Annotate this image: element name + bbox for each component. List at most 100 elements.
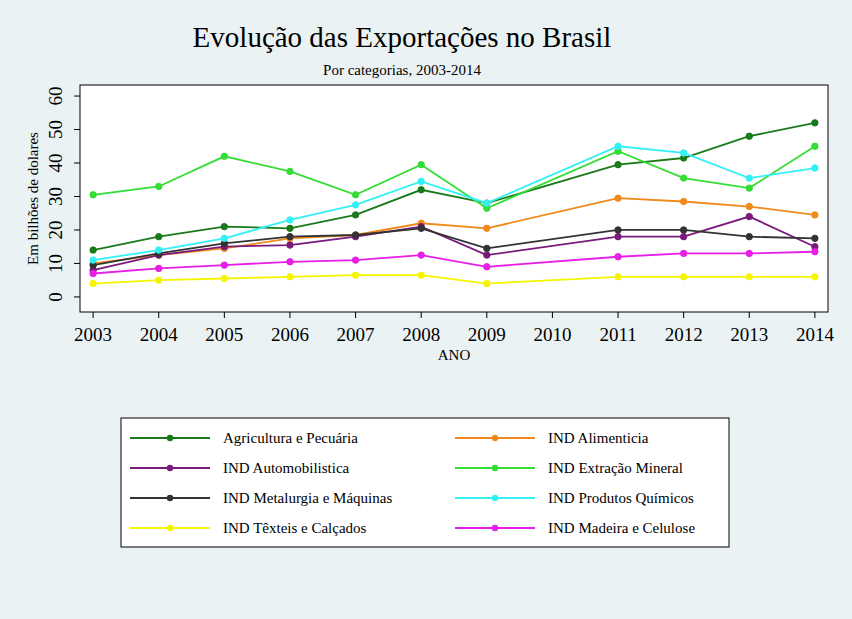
point — [615, 195, 621, 201]
legend — [121, 418, 729, 547]
point — [352, 192, 358, 198]
point — [746, 203, 752, 209]
point — [615, 274, 621, 280]
legend-label: IND Têxteis e Calçados — [223, 520, 367, 536]
point — [352, 257, 358, 263]
x-tick — [421, 312, 422, 318]
point — [484, 200, 490, 206]
x-tick — [355, 312, 356, 318]
x-tick-label: 2010 — [533, 324, 571, 345]
point — [156, 183, 162, 189]
point — [156, 265, 162, 271]
point — [812, 165, 818, 171]
point — [615, 227, 621, 233]
point — [418, 272, 424, 278]
point — [287, 233, 293, 239]
series-line — [93, 228, 815, 265]
x-tick — [289, 312, 290, 318]
legend-label: IND Produtos Químicos — [548, 490, 694, 506]
point — [287, 274, 293, 280]
point — [90, 270, 96, 276]
point — [352, 212, 358, 218]
x-tick-label: 2014 — [796, 324, 835, 345]
marks — [90, 120, 818, 287]
plot-frame — [80, 85, 828, 312]
point — [812, 120, 818, 126]
point — [287, 225, 293, 231]
point — [484, 200, 490, 206]
legend-marker — [167, 525, 173, 531]
point — [90, 280, 96, 286]
y-tick — [74, 296, 80, 297]
x-tick — [158, 312, 159, 318]
point — [746, 185, 752, 191]
legend-marker — [492, 435, 498, 441]
point — [812, 143, 818, 149]
legend-label: IND Extração Mineral — [548, 460, 683, 476]
subtitle: Por categorias, 2003-2014 — [323, 62, 481, 78]
x-tick — [618, 312, 619, 318]
legend-label: IND Madeira e Celulose — [548, 520, 695, 536]
point — [418, 161, 424, 167]
point — [615, 233, 621, 239]
point — [221, 275, 227, 281]
legend-marker — [492, 525, 498, 531]
point — [615, 143, 621, 149]
point — [221, 153, 227, 159]
point — [418, 187, 424, 193]
point — [680, 227, 686, 233]
y-tick-label: 0 — [45, 292, 66, 302]
x-tick-label: 2012 — [665, 324, 703, 345]
point — [746, 274, 752, 280]
y-tick-label: 40 — [45, 154, 66, 173]
point — [484, 280, 490, 286]
x-tick-label: 2011 — [599, 324, 636, 345]
point — [484, 252, 490, 258]
series-line — [93, 217, 815, 271]
x-tick-label: 2003 — [74, 324, 112, 345]
point — [812, 249, 818, 255]
legend-marker — [167, 435, 173, 441]
legend-label: IND Alimenticia — [548, 430, 649, 446]
x-tick — [683, 312, 684, 318]
y-tick — [74, 96, 80, 97]
point — [352, 272, 358, 278]
point — [812, 212, 818, 218]
y-tick — [74, 163, 80, 164]
legend-label: IND Metalurgia e Máquinas — [223, 490, 392, 506]
y-tick-label: 30 — [45, 187, 66, 206]
legend-marker — [167, 465, 173, 471]
x-tick-label: 2008 — [402, 324, 440, 345]
point — [221, 235, 227, 241]
y-tick-label: 60 — [45, 87, 66, 106]
y-tick-label: 20 — [45, 220, 66, 239]
point — [615, 161, 621, 167]
point — [287, 242, 293, 248]
point — [484, 225, 490, 231]
legend-marker — [492, 465, 498, 471]
x-tick-label: 2009 — [468, 324, 506, 345]
x-tick — [814, 312, 815, 318]
point — [746, 175, 752, 181]
title: Evolução das Exportações no Brasil — [193, 21, 612, 53]
point — [680, 198, 686, 204]
point — [90, 247, 96, 253]
y-tick — [74, 196, 80, 197]
point — [484, 245, 490, 251]
point — [680, 150, 686, 156]
series-line — [93, 146, 815, 260]
y-axis-label: Em bilhões de dolares — [25, 132, 41, 265]
legend-label: Agricultura e Pecuária — [223, 430, 358, 446]
y-tick — [74, 229, 80, 230]
x-tick — [224, 312, 225, 318]
point — [352, 232, 358, 238]
series-line — [93, 252, 815, 274]
y-tick-label: 50 — [45, 120, 66, 139]
point — [352, 202, 358, 208]
point — [746, 213, 752, 219]
series-line — [93, 275, 815, 283]
series-line — [93, 146, 815, 208]
y-tick — [74, 129, 80, 130]
point — [680, 250, 686, 256]
point — [746, 233, 752, 239]
